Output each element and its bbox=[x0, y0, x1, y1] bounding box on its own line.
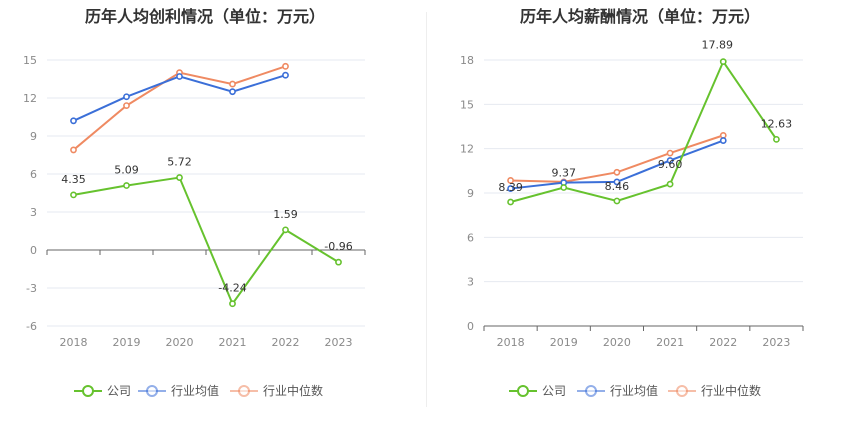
y-tick-label: 9 bbox=[467, 187, 474, 200]
legend-swatch-marker bbox=[146, 385, 158, 397]
data-point bbox=[282, 226, 289, 234]
data-label: 1.59 bbox=[273, 208, 298, 221]
data-point bbox=[666, 149, 674, 157]
data-point bbox=[613, 168, 621, 176]
legend-label: 行业均值 bbox=[610, 383, 658, 398]
legend-swatch-marker bbox=[676, 385, 688, 397]
data-point bbox=[123, 102, 130, 109]
data-label: -4.24 bbox=[218, 282, 246, 295]
salary-per-capita-chart: 历年人均薪酬情况（单位：万元） 18 15 12 9 6 3 0 2018 2019 2020 20… bbox=[428, 0, 850, 437]
data-point bbox=[229, 88, 236, 96]
legend-item: 行业均值 bbox=[138, 383, 219, 398]
x-tick-label: 2018 bbox=[60, 336, 88, 349]
data-point bbox=[282, 62, 289, 70]
data-point bbox=[123, 182, 130, 189]
data-point bbox=[229, 300, 236, 308]
x-tick-label: 2019 bbox=[113, 336, 141, 349]
legend-label: 行业均值 bbox=[171, 383, 219, 398]
salary-chart-svg: 历年人均薪酬情况（单位：万元） 18 15 12 9 6 3 0 2018 2019 2020 20… bbox=[460, 7, 804, 398]
data-point bbox=[666, 180, 674, 188]
legend-item: 行业中位数 bbox=[230, 383, 323, 398]
data-point bbox=[560, 184, 568, 191]
data-point bbox=[507, 198, 514, 206]
y-tick-label: 15 bbox=[23, 54, 37, 67]
y-tick-label: 6 bbox=[30, 168, 37, 181]
legend-label: 行业中位数 bbox=[701, 383, 761, 398]
y-tick-label: -6 bbox=[26, 320, 37, 333]
data-label: 5.72 bbox=[167, 156, 192, 169]
panel-divider bbox=[426, 12, 427, 407]
data-point bbox=[123, 93, 130, 101]
data-point bbox=[507, 177, 514, 184]
y-tick-label: 6 bbox=[467, 231, 474, 244]
x-tick-label: 2021 bbox=[219, 336, 247, 349]
data-label: 4.35 bbox=[61, 173, 86, 186]
data-point bbox=[282, 71, 289, 79]
data-point bbox=[719, 137, 727, 144]
legend-item: 行业中位数 bbox=[668, 383, 761, 398]
x-tick-label: 2020 bbox=[603, 336, 631, 349]
data-label: 9.37 bbox=[552, 167, 577, 180]
legend-label: 公司 bbox=[542, 384, 566, 398]
y-tick-label: 0 bbox=[467, 320, 474, 333]
data-point bbox=[666, 157, 674, 164]
x-tick-label: 2023 bbox=[762, 336, 790, 349]
data-point bbox=[613, 197, 621, 205]
legend-swatch-marker bbox=[585, 385, 597, 397]
legend-swatch-marker bbox=[517, 385, 529, 397]
y-tick-label: 3 bbox=[30, 206, 37, 219]
data-label: 8.46 bbox=[605, 180, 630, 193]
data-point bbox=[229, 80, 236, 88]
data-label: 9.60 bbox=[658, 158, 683, 171]
x-tick-label: 2018 bbox=[497, 336, 525, 349]
y-tick-label: 12 bbox=[23, 92, 37, 105]
x-tick-label: 2022 bbox=[709, 336, 737, 349]
y-tick-label: 9 bbox=[30, 130, 37, 143]
y-tick-label: 18 bbox=[460, 54, 474, 67]
x-tick-label: 2021 bbox=[656, 336, 684, 349]
data-label: 8.39 bbox=[498, 181, 522, 194]
x-tick-label: 2022 bbox=[272, 336, 300, 349]
chart-title: 历年人均薪酬情况（单位：万元） bbox=[520, 7, 760, 26]
chart-title: 历年人均创利情况（单位：万元） bbox=[85, 7, 325, 26]
data-label: 17.89 bbox=[702, 39, 734, 52]
y-tick-label: 15 bbox=[460, 98, 474, 111]
data-point bbox=[507, 185, 514, 192]
data-point bbox=[335, 258, 342, 266]
legend-label: 公司 bbox=[107, 384, 131, 398]
profit-per-capita-chart: 历年人均创利情况（单位：万元） 15 12 9 6 3 0 -3 -6 2018 2019 2020… bbox=[23, 7, 366, 398]
data-point bbox=[613, 178, 621, 186]
profit-chart-svg: 历年人均创利情况（单位：万元） 15 12 9 6 3 0 -3 -6 2018 2019 2020… bbox=[23, 7, 366, 398]
y-tick-label: 12 bbox=[460, 143, 474, 156]
data-label: 5.09 bbox=[114, 164, 139, 177]
y-tick-label: 3 bbox=[467, 276, 474, 289]
x-tick-label: 2023 bbox=[325, 336, 353, 349]
data-point bbox=[70, 117, 77, 125]
data-point bbox=[70, 146, 77, 154]
data-point bbox=[773, 135, 780, 143]
series-line-0 bbox=[510, 59, 778, 203]
x-tick-label: 2019 bbox=[550, 336, 578, 349]
data-label: 12.63 bbox=[761, 117, 793, 130]
legend-swatch-marker bbox=[238, 385, 250, 397]
data-point bbox=[70, 191, 77, 199]
y-tick-label: 0 bbox=[30, 244, 37, 257]
legend-label: 行业中位数 bbox=[263, 383, 323, 398]
data-point bbox=[176, 174, 183, 181]
data-point bbox=[176, 73, 183, 80]
y-tick-label: -3 bbox=[26, 282, 37, 295]
x-tick-label: 2020 bbox=[166, 336, 194, 349]
data-label: -0.96 bbox=[324, 240, 352, 253]
legend-item: 公司 bbox=[74, 384, 131, 398]
legend-item: 行业均值 bbox=[577, 383, 658, 398]
data-point bbox=[719, 58, 727, 66]
series-line-0 bbox=[73, 176, 340, 306]
legend-swatch-marker bbox=[82, 385, 94, 397]
legend-item: 公司 bbox=[509, 384, 566, 398]
